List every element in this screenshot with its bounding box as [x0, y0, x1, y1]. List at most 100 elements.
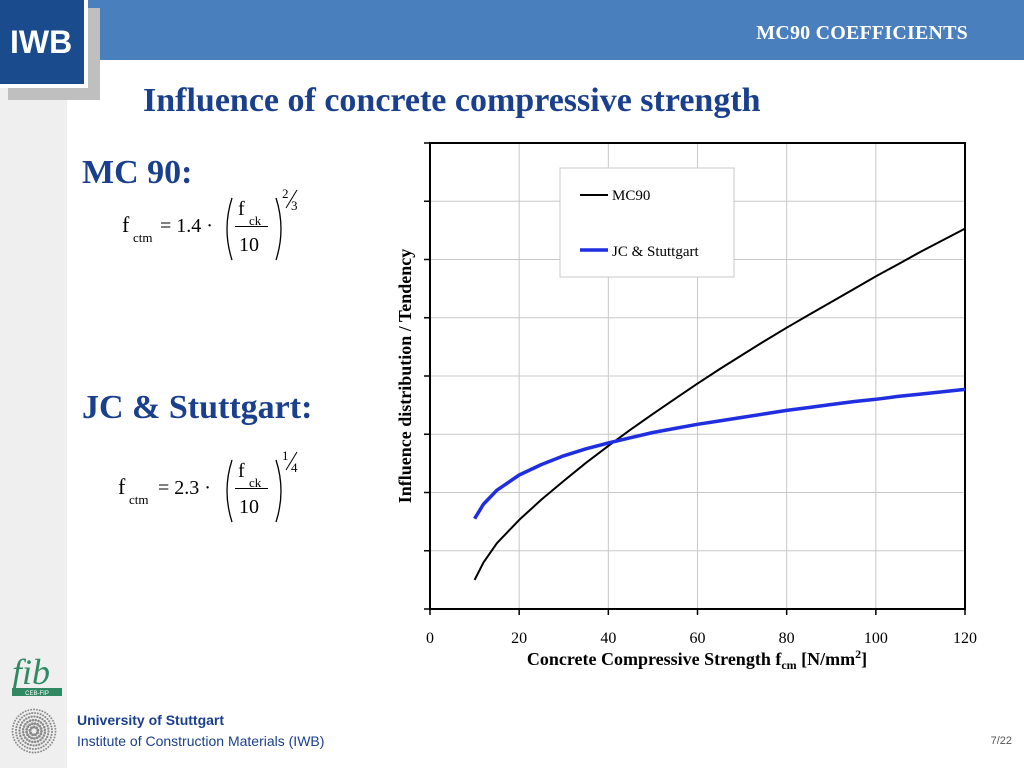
seal-dot: [22, 719, 26, 722]
seal-dot: [17, 739, 20, 742]
seal-dot: [44, 716, 47, 719]
seal-dot: [44, 743, 48, 746]
seal-dot: [39, 721, 43, 724]
seal-dot: [34, 718, 37, 722]
seal-dot: [43, 719, 46, 723]
seal-dot: [39, 738, 42, 742]
legend-box: [559, 167, 735, 278]
seal-dot: [13, 739, 16, 742]
seal-dot: [19, 718, 22, 721]
university-seal-icon: [11, 708, 57, 754]
seal-dot: [54, 730, 57, 733]
seal-dot: [50, 717, 53, 720]
seal-dot: [47, 745, 50, 748]
seal-dot: [28, 751, 31, 754]
seal-dot: [26, 750, 28, 753]
seal-dot: [21, 721, 24, 724]
series-line-mc90: [473, 227, 966, 581]
seal-dot: [29, 726, 33, 730]
seal-dot: [31, 740, 34, 744]
jc-exp-den: 4: [291, 460, 298, 475]
seal-dot: [37, 751, 40, 754]
seal-dot: [17, 715, 20, 718]
seal-dot: [15, 726, 18, 729]
seal-dot: [15, 734, 18, 737]
seal-dot: [50, 725, 53, 728]
seal-dot: [31, 718, 35, 722]
x-axis-label-sub: cm: [781, 658, 796, 672]
seal-dot: [19, 723, 22, 727]
seal-dot: [31, 733, 35, 737]
seal-dot: [41, 710, 44, 713]
fib-logo-sub: CEB-FIP: [25, 691, 49, 697]
seal-dot: [21, 730, 25, 734]
x-tick-label: 120: [953, 630, 977, 647]
iwb-logo: IWB: [0, 0, 88, 88]
seal-dot: [50, 728, 53, 731]
seal-dot: [36, 715, 39, 719]
mc90-denominator: 10: [239, 234, 259, 256]
jc-exp-num: 1: [282, 448, 289, 463]
mc90-paren: [226, 197, 282, 261]
seal-dot: [53, 736, 56, 739]
seal-dot: [52, 739, 55, 741]
seal-dot: [35, 726, 38, 730]
seal-dot: [27, 735, 31, 739]
slide-title: Influence of concrete compressive streng…: [143, 82, 761, 119]
chart-ticks: 0 20 40 60 80 100 120: [424, 142, 977, 647]
x-tick-label: 40: [600, 630, 616, 647]
seal-dot: [34, 751, 37, 754]
seal-dot: [49, 722, 52, 725]
fib-logo: fib CEB-FIP: [12, 652, 62, 697]
seal-dot: [54, 733, 57, 736]
seal-dot: [22, 733, 25, 737]
seal-dot: [36, 740, 40, 743]
seal-dot: [40, 746, 43, 749]
seal-dot: [53, 722, 56, 725]
seal-dot: [23, 749, 26, 752]
seal-dot: [46, 724, 49, 728]
left-strip: [0, 60, 67, 768]
seal-dot: [11, 733, 14, 736]
seal-dot: [40, 750, 43, 753]
jc-formula: f ctm = 2.3 · f ck 10 1 4: [118, 448, 320, 532]
seal-dot: [29, 743, 32, 747]
seal-dot: [41, 736, 44, 740]
mc90-exp-den: 3: [291, 198, 298, 213]
seal-dot: [38, 716, 42, 719]
jc-section-label: JC & Stuttgart:: [82, 389, 313, 426]
seal-dot: [20, 747, 23, 750]
seal-dot: [17, 720, 20, 723]
seal-dot: [35, 744, 38, 747]
seal-dot: [54, 727, 57, 730]
seal-dot: [29, 747, 32, 750]
seal-dot: [24, 722, 27, 726]
mc90-lhs-sub: ctm: [133, 230, 153, 245]
seal-dot: [16, 743, 19, 746]
seal-dot: [15, 717, 18, 720]
seal-dot: [14, 741, 17, 744]
seal-dot: [18, 726, 22, 729]
seal-dot: [42, 745, 45, 748]
seal-dot: [38, 734, 41, 738]
seal-dot: [23, 745, 26, 748]
seal-dot: [31, 747, 34, 751]
seal-dot: [43, 728, 47, 732]
seal-dot: [20, 716, 24, 719]
seal-dot: [25, 728, 29, 731]
seal-dot: [23, 736, 27, 739]
seal-dot: [46, 717, 49, 721]
seal-dot: [16, 737, 19, 740]
seal-dot: [26, 743, 30, 746]
seal-dot: [26, 746, 29, 749]
x-axis-label-sup: 2: [855, 647, 861, 661]
seal-dot: [33, 740, 37, 744]
x-tick-label: 100: [864, 630, 888, 647]
mc90-formula: f ctm = 1.4 · f ck 10 2 3: [120, 186, 320, 270]
seal-dot: [25, 730, 28, 734]
seal-dot: [31, 751, 34, 754]
seal-dot: [26, 733, 29, 737]
seal-dot: [33, 733, 37, 737]
seal-dot: [34, 747, 37, 750]
